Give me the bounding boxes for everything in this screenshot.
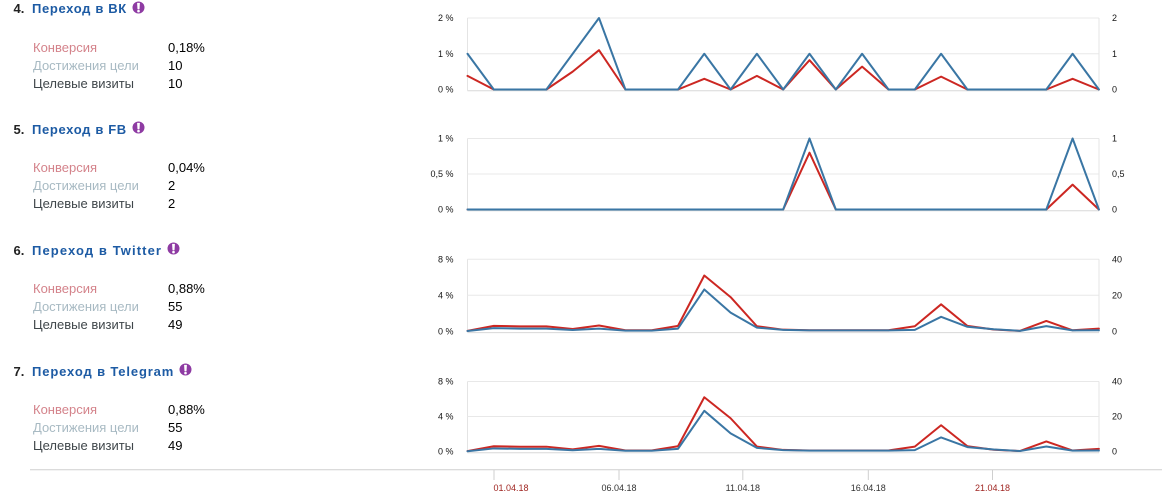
svg-text:20: 20 [1112,412,1122,422]
svg-text:4 %: 4 % [438,412,454,422]
svg-text:0: 0 [1112,85,1117,95]
svg-text:0,5: 0,5 [1112,169,1125,179]
svg-text:2: 2 [1112,13,1117,23]
svg-text:1: 1 [1112,134,1117,144]
svg-text:06.04.18: 06.04.18 [601,483,636,493]
svg-text:01.04.18: 01.04.18 [494,483,529,493]
svg-text:21.04.18: 21.04.18 [975,483,1010,493]
svg-text:16.04.18: 16.04.18 [851,483,886,493]
svg-text:0 %: 0 % [438,85,454,95]
svg-text:0: 0 [1112,205,1117,215]
svg-text:11.04.18: 11.04.18 [726,483,760,493]
svg-text:40: 40 [1112,377,1122,387]
svg-text:8 %: 8 % [438,255,454,265]
svg-text:2 %: 2 % [438,13,454,23]
svg-text:0: 0 [1112,327,1117,337]
svg-text:0 %: 0 % [438,327,454,337]
svg-text:0 %: 0 % [438,447,454,457]
svg-text:0 %: 0 % [438,205,454,215]
svg-text:1 %: 1 % [438,49,454,59]
svg-text:4 %: 4 % [438,291,454,301]
svg-text:1: 1 [1112,49,1117,59]
svg-text:1 %: 1 % [438,134,454,144]
svg-text:40: 40 [1112,255,1122,265]
svg-text:20: 20 [1112,291,1122,301]
svg-text:8 %: 8 % [438,377,454,387]
svg-text:0: 0 [1112,447,1117,457]
svg-text:0,5 %: 0,5 % [430,169,453,179]
